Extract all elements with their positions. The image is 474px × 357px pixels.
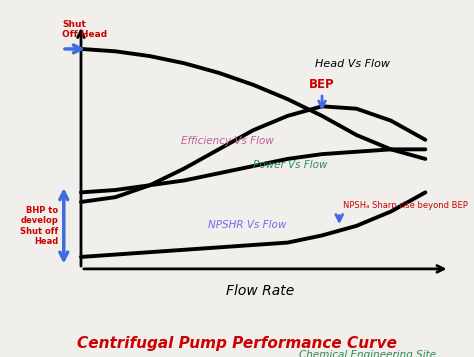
Text: Centrifugal Pump Performance Curve: Centrifugal Pump Performance Curve <box>77 336 397 351</box>
Text: Power Vs Flow: Power Vs Flow <box>253 160 328 170</box>
Text: Shut
Off Head: Shut Off Head <box>62 20 107 39</box>
Text: BHP to
develop
Shut off
Head: BHP to develop Shut off Head <box>20 206 59 246</box>
Text: NPSHR Vs Flow: NPSHR Vs Flow <box>209 220 287 230</box>
Text: Flow Rate: Flow Rate <box>226 285 294 298</box>
Text: Efficiency Vs Flow: Efficiency Vs Flow <box>181 136 273 146</box>
Text: Chemical Engineering Site: Chemical Engineering Site <box>299 350 436 357</box>
Text: Head Vs Flow: Head Vs Flow <box>315 60 390 70</box>
Text: NPSHₐ Sharp rise beyond BEP: NPSHₐ Sharp rise beyond BEP <box>343 201 467 210</box>
Text: BEP: BEP <box>309 78 335 91</box>
